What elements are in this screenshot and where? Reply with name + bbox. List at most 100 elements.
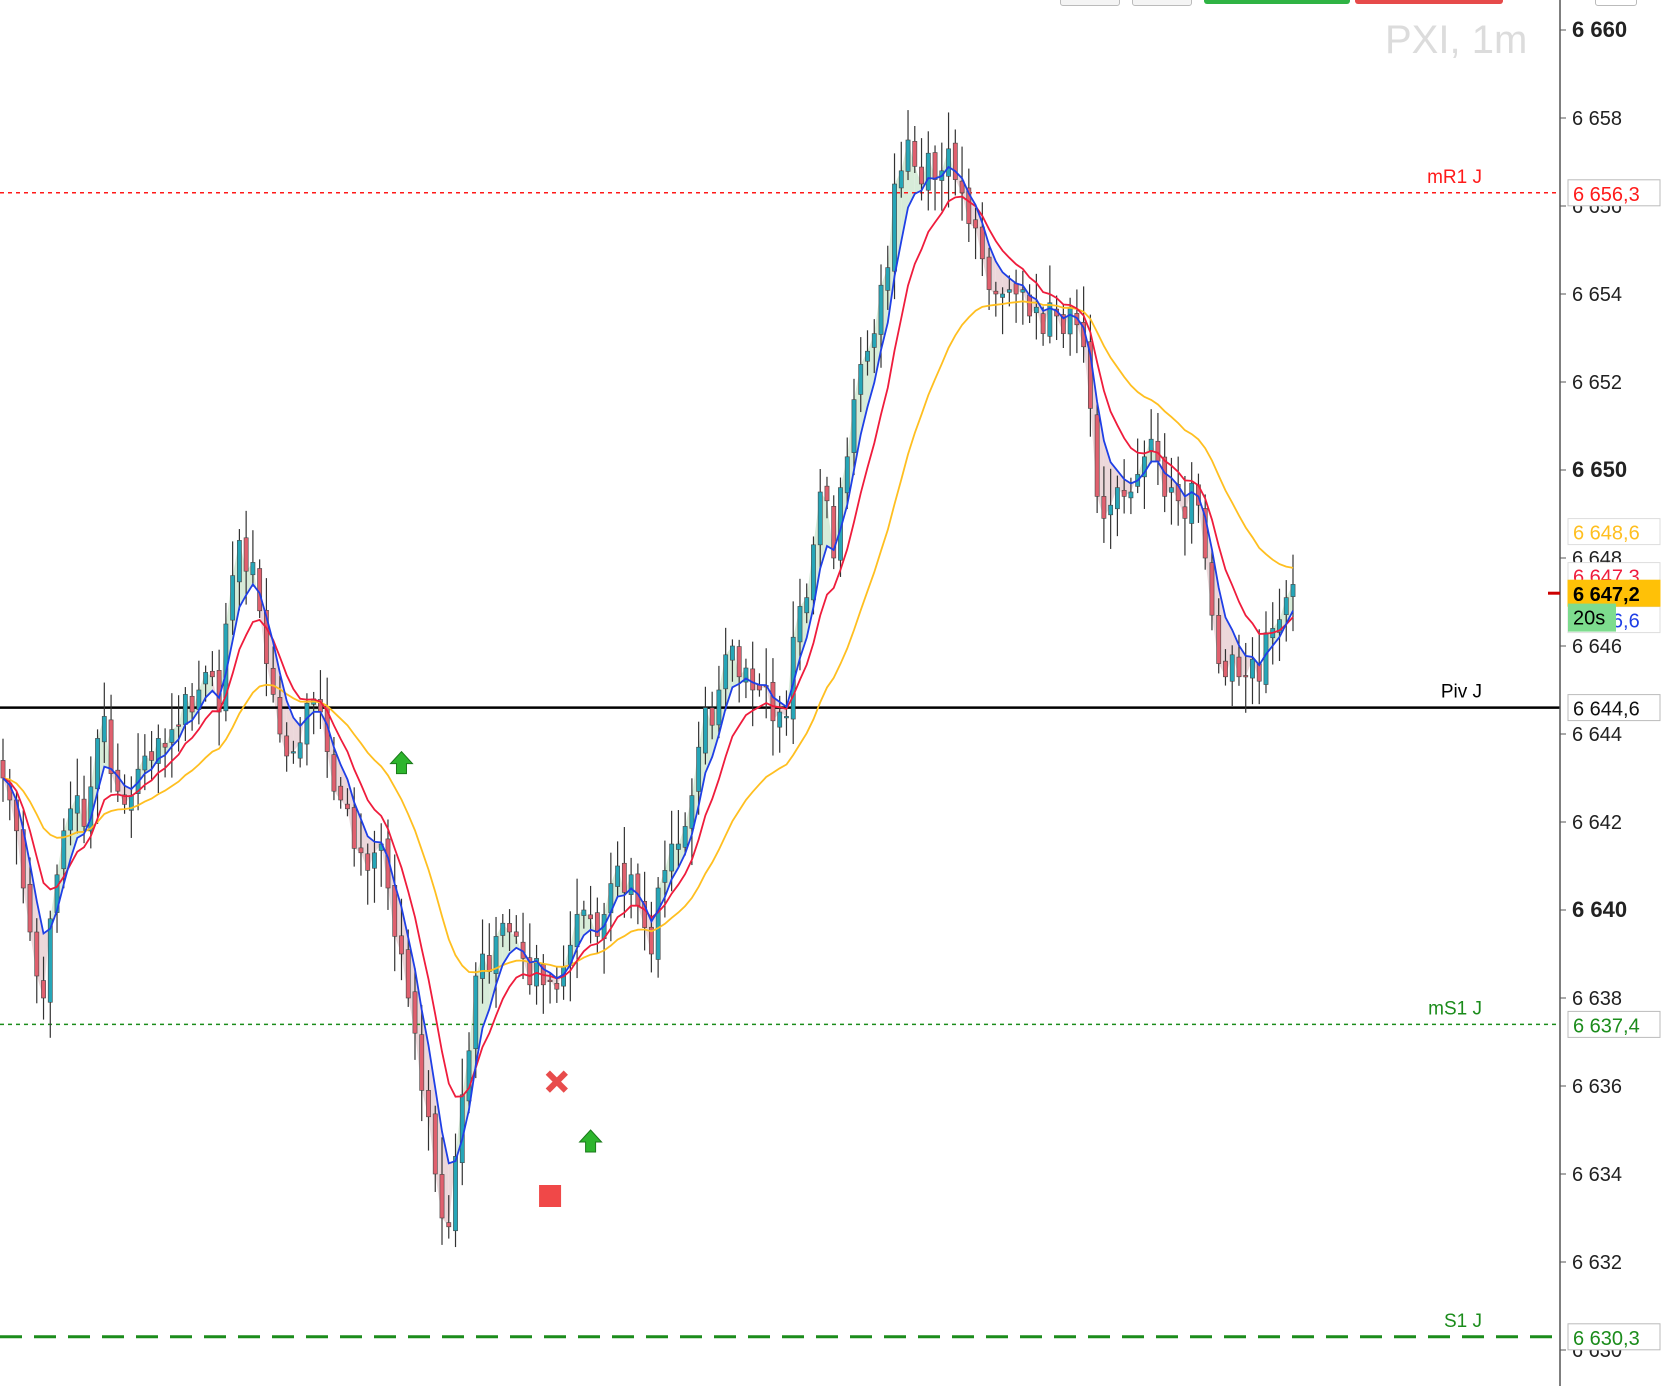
candle-body[interactable]: [709, 707, 715, 726]
candle-body[interactable]: [297, 742, 303, 759]
candle-body[interactable]: [473, 975, 479, 1050]
candle-body[interactable]: [527, 957, 533, 986]
candle-body[interactable]: [270, 667, 276, 695]
candle-body[interactable]: [480, 953, 485, 979]
candle-body[interactable]: [61, 830, 67, 870]
candle-body[interactable]: [486, 955, 492, 972]
candle-body[interactable]: [621, 862, 627, 893]
candle-body[interactable]: [1283, 597, 1289, 615]
candle-body[interactable]: [628, 874, 634, 895]
candle-body[interactable]: [648, 926, 654, 955]
candle-body[interactable]: [730, 645, 735, 661]
candle-body[interactable]: [372, 852, 377, 869]
candle-body[interactable]: [979, 226, 985, 260]
candle-body[interactable]: [844, 456, 850, 494]
candle-body[interactable]: [0, 760, 6, 779]
candle-body[interactable]: [1047, 302, 1053, 337]
candle-body[interactable]: [675, 843, 681, 850]
candle-body[interactable]: [412, 991, 418, 1034]
candle-body[interactable]: [831, 506, 837, 559]
candle-body[interactable]: [966, 187, 972, 224]
candle-body[interactable]: [682, 826, 688, 848]
candle-body[interactable]: [419, 1034, 425, 1091]
candle-body[interactable]: [291, 751, 296, 754]
candle-body[interactable]: [439, 1174, 445, 1219]
candle-body[interactable]: [878, 284, 884, 335]
candle-body[interactable]: [392, 885, 398, 937]
candle-body[interactable]: [182, 694, 188, 725]
candle-body[interactable]: [655, 887, 661, 960]
candle-body[interactable]: [858, 364, 864, 395]
candle-body[interactable]: [1067, 306, 1073, 335]
candle-body[interactable]: [581, 909, 587, 916]
candle-body[interactable]: [47, 918, 53, 1003]
candle-body[interactable]: [703, 707, 708, 754]
candle-body[interactable]: [1250, 658, 1255, 679]
candle-body[interactable]: [824, 485, 830, 502]
candle-body[interactable]: [1182, 506, 1188, 519]
candle-body[interactable]: [426, 1090, 431, 1118]
candle-body[interactable]: [230, 575, 236, 621]
candle-body[interactable]: [925, 152, 931, 191]
candle-body[interactable]: [871, 333, 877, 348]
candle-body[interactable]: [189, 695, 195, 713]
candle-body[interactable]: [696, 746, 702, 792]
candle-body[interactable]: [432, 1113, 438, 1175]
candle-body[interactable]: [986, 256, 992, 290]
candle-body[interactable]: [405, 949, 411, 999]
candle-body[interactable]: [1040, 313, 1046, 334]
candle-body[interactable]: [446, 1222, 452, 1228]
candle-body[interactable]: [1027, 294, 1032, 317]
candle-body[interactable]: [912, 141, 918, 167]
candle-body[interactable]: [662, 870, 668, 883]
candle-body[interactable]: [1006, 289, 1012, 293]
candle-body[interactable]: [1202, 508, 1208, 559]
candle-body[interactable]: [1094, 414, 1100, 497]
candle-body[interactable]: [41, 980, 46, 999]
toolbar-button-2[interactable]: [1132, 0, 1192, 6]
candle-body[interactable]: [905, 139, 911, 172]
candle-body[interactable]: [399, 935, 404, 955]
candle-body[interactable]: [952, 142, 958, 180]
candle-body[interactable]: [209, 670, 215, 678]
candle-body[interactable]: [811, 544, 816, 601]
candle-body[interactable]: [750, 668, 756, 691]
candle-body[interactable]: [817, 491, 823, 546]
candle-body[interactable]: [74, 795, 80, 814]
candle-body[interactable]: [1209, 562, 1215, 616]
candle-body[interactable]: [264, 610, 269, 664]
buy-button[interactable]: [1204, 0, 1350, 4]
candle-body[interactable]: [1108, 504, 1114, 516]
candle-body[interactable]: [1169, 487, 1174, 493]
candle-body[interactable]: [946, 148, 951, 177]
candle-body[interactable]: [345, 803, 350, 810]
candle-body[interactable]: [149, 751, 154, 761]
candle-body[interactable]: [716, 689, 722, 726]
candle-body[interactable]: [203, 672, 209, 685]
toolbar-button-1[interactable]: [1060, 0, 1120, 6]
candle-body[interactable]: [243, 537, 249, 572]
candle-body[interactable]: [1290, 584, 1296, 597]
candle-body[interactable]: [88, 786, 94, 832]
candle-body[interactable]: [95, 738, 100, 790]
candle-body[interactable]: [1128, 491, 1134, 499]
candle-body[interactable]: [27, 883, 33, 933]
candle-body[interactable]: [507, 923, 512, 933]
candle-body[interactable]: [919, 166, 924, 185]
candle-body[interactable]: [257, 568, 263, 612]
candle-body[interactable]: [898, 170, 904, 189]
candle-body[interactable]: [1033, 306, 1039, 314]
candle-body[interactable]: [1223, 660, 1228, 678]
candle-body[interactable]: [1121, 489, 1127, 497]
candle-body[interactable]: [689, 795, 695, 829]
sell-button[interactable]: [1355, 0, 1503, 4]
candle-body[interactable]: [1263, 632, 1269, 685]
candle-body[interactable]: [615, 865, 621, 887]
candle-body[interactable]: [1142, 456, 1147, 478]
candle-body[interactable]: [162, 742, 168, 748]
candle-body[interactable]: [574, 914, 580, 948]
candle-body[interactable]: [1229, 654, 1235, 682]
candle-body[interactable]: [669, 843, 675, 872]
